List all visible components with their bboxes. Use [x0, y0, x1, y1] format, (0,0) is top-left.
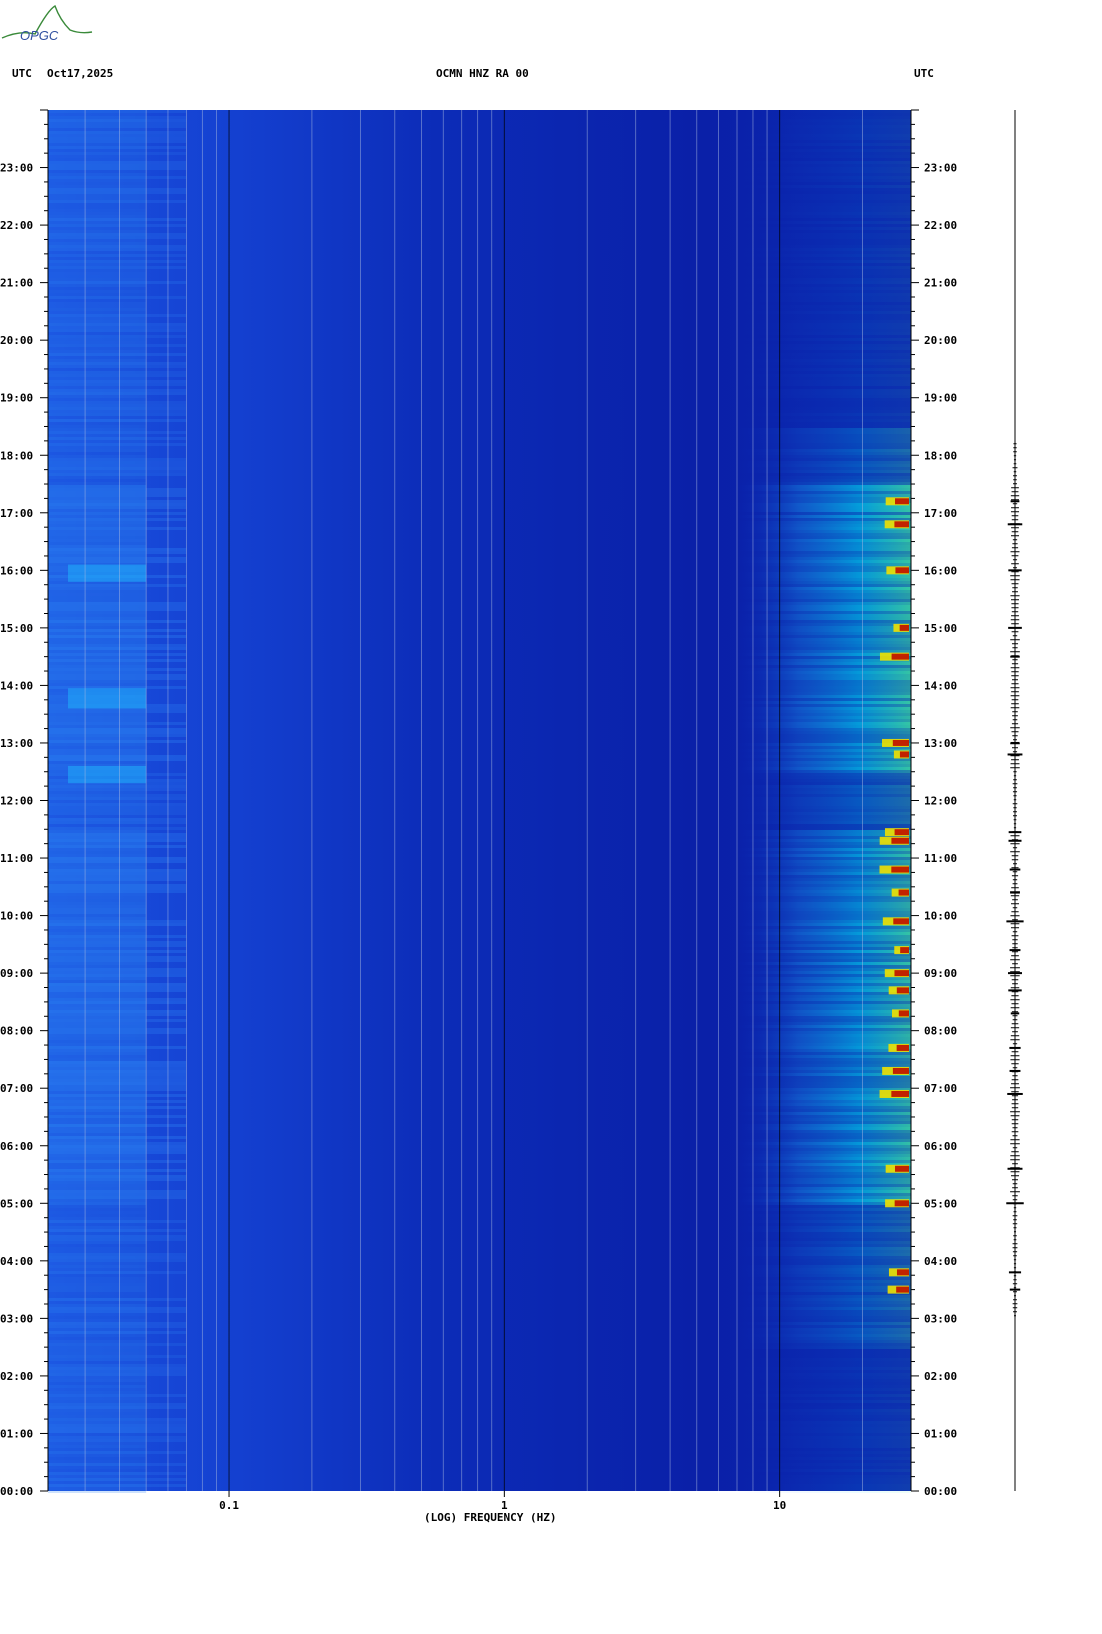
- header-date: Oct17,2025: [47, 67, 114, 80]
- y-tick-label-right: 13:00: [924, 737, 957, 750]
- y-tick-label-right: 12:00: [924, 795, 957, 808]
- spectrogram-plot-area: [48, 110, 911, 1493]
- y-tick-label-left: 15:00: [0, 622, 33, 635]
- y-tick-label-left: 20:00: [0, 334, 33, 347]
- y-tick-label-left: 06:00: [0, 1140, 33, 1153]
- logo-text: OPGC: [20, 28, 59, 43]
- y-tick-label-right: 17:00: [924, 507, 957, 520]
- y-tick-label-left: 22:00: [0, 219, 33, 232]
- y-tick-label-right: 11:00: [924, 852, 957, 865]
- y-tick-label-left: 14:00: [0, 679, 33, 692]
- y-tick-label-left: 12:00: [0, 795, 33, 808]
- y-tick-label-left: 16:00: [0, 564, 33, 577]
- y-tick-label-right: 01:00: [924, 1427, 957, 1440]
- spectrogram-axes: 00:00 00:00 01:00 01:00 02:00 02:00 03:00 03:00…: [0, 109, 957, 1512]
- y-tick-label-left: 00:00: [0, 1485, 33, 1498]
- x-tick-label: 10: [773, 1499, 786, 1512]
- seismic-trace: [1006, 110, 1024, 1491]
- y-tick-label-left: 19:00: [0, 392, 33, 405]
- y-tick-label-right: 14:00: [924, 679, 957, 692]
- y-tick-label-right: 22:00: [924, 219, 957, 232]
- y-tick-label-right: 06:00: [924, 1140, 957, 1153]
- x-tick-label: 0.1: [219, 1499, 239, 1512]
- y-tick-label-right: 08:00: [924, 1025, 957, 1038]
- y-tick-label-right: 23:00: [924, 162, 957, 175]
- y-tick-label-left: 05:00: [0, 1197, 33, 1210]
- y-tick-label-left: 07:00: [0, 1082, 33, 1095]
- x-axis-title: (LOG) FREQUENCY (HZ): [424, 1511, 557, 1524]
- y-tick-label-right: 20:00: [924, 334, 957, 347]
- y-tick-label-left: 04:00: [0, 1255, 33, 1268]
- y-tick-label-right: 19:00: [924, 392, 957, 405]
- y-tick-label-right: 16:00: [924, 564, 957, 577]
- y-tick-label-right: 03:00: [924, 1312, 957, 1325]
- y-tick-label-left: 01:00: [0, 1427, 33, 1440]
- y-tick-label-right: 05:00: [924, 1197, 957, 1210]
- y-tick-label-right: 09:00: [924, 967, 957, 980]
- y-tick-label-right: 10:00: [924, 910, 957, 923]
- y-tick-label-left: 11:00: [0, 852, 33, 865]
- y-tick-label-left: 03:00: [0, 1312, 33, 1325]
- y-tick-label-right: 07:00: [924, 1082, 957, 1095]
- y-tick-label-right: 00:00: [924, 1485, 957, 1498]
- y-tick-label-left: 17:00: [0, 507, 33, 520]
- opgc-logo: OPGC: [1, 4, 93, 43]
- header-right-utc: UTC: [914, 67, 934, 80]
- y-tick-label-left: 13:00: [0, 737, 33, 750]
- y-tick-label-left: 18:00: [0, 449, 33, 462]
- y-tick-label-left: 02:00: [0, 1370, 33, 1383]
- y-tick-label-right: 04:00: [924, 1255, 957, 1268]
- x-tick-label: 1: [501, 1499, 508, 1512]
- y-tick-label-left: 10:00: [0, 910, 33, 923]
- y-tick-label-left: 09:00: [0, 967, 33, 980]
- header-station: OCMN HNZ RA 00: [436, 67, 529, 80]
- y-tick-label-right: 18:00: [924, 449, 957, 462]
- y-tick-label-right: 02:00: [924, 1370, 957, 1383]
- y-tick-label-left: 23:00: [0, 162, 33, 175]
- y-tick-label-right: 21:00: [924, 277, 957, 290]
- y-tick-label-left: 08:00: [0, 1025, 33, 1038]
- y-tick-label-left: 21:00: [0, 277, 33, 290]
- y-tick-label-right: 15:00: [924, 622, 957, 635]
- header-left-utc: UTC: [12, 67, 32, 80]
